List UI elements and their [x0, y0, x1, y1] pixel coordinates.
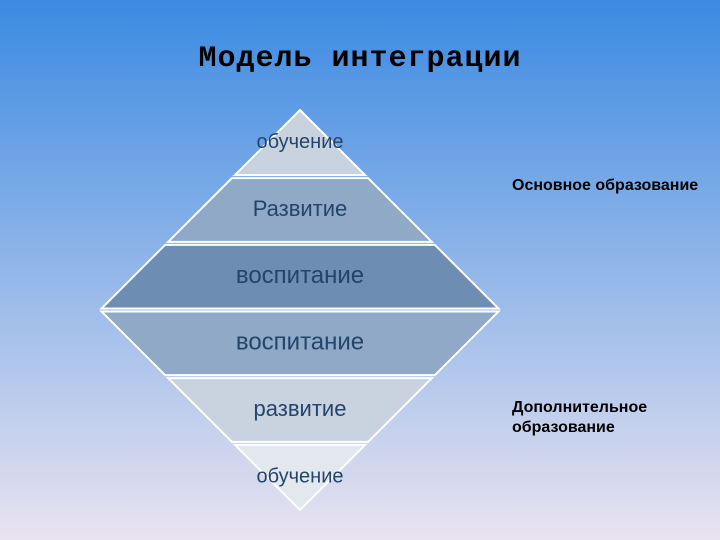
label-additional-education: Дополнительное образование	[512, 398, 712, 438]
pyramid-label-5: обучение	[256, 466, 343, 488]
pyramid-label-3: воспитание	[236, 329, 364, 356]
slide: Модель интеграции обучениеРазвитиевоспит…	[0, 0, 720, 540]
pyramid-label-2: воспитание	[236, 262, 364, 289]
label-primary-education: Основное образование	[512, 176, 698, 196]
pyramid-label-4: развитие	[254, 396, 347, 421]
pyramid-label-1: Развитие	[253, 196, 348, 221]
pyramid-label-0: обучение	[256, 131, 343, 153]
pyramid-svg: обучение Развитие воспитание воспитание разв…	[0, 0, 720, 540]
pyramid-diagram: обучение Развитие воспитание воспитание разв…	[0, 0, 720, 540]
